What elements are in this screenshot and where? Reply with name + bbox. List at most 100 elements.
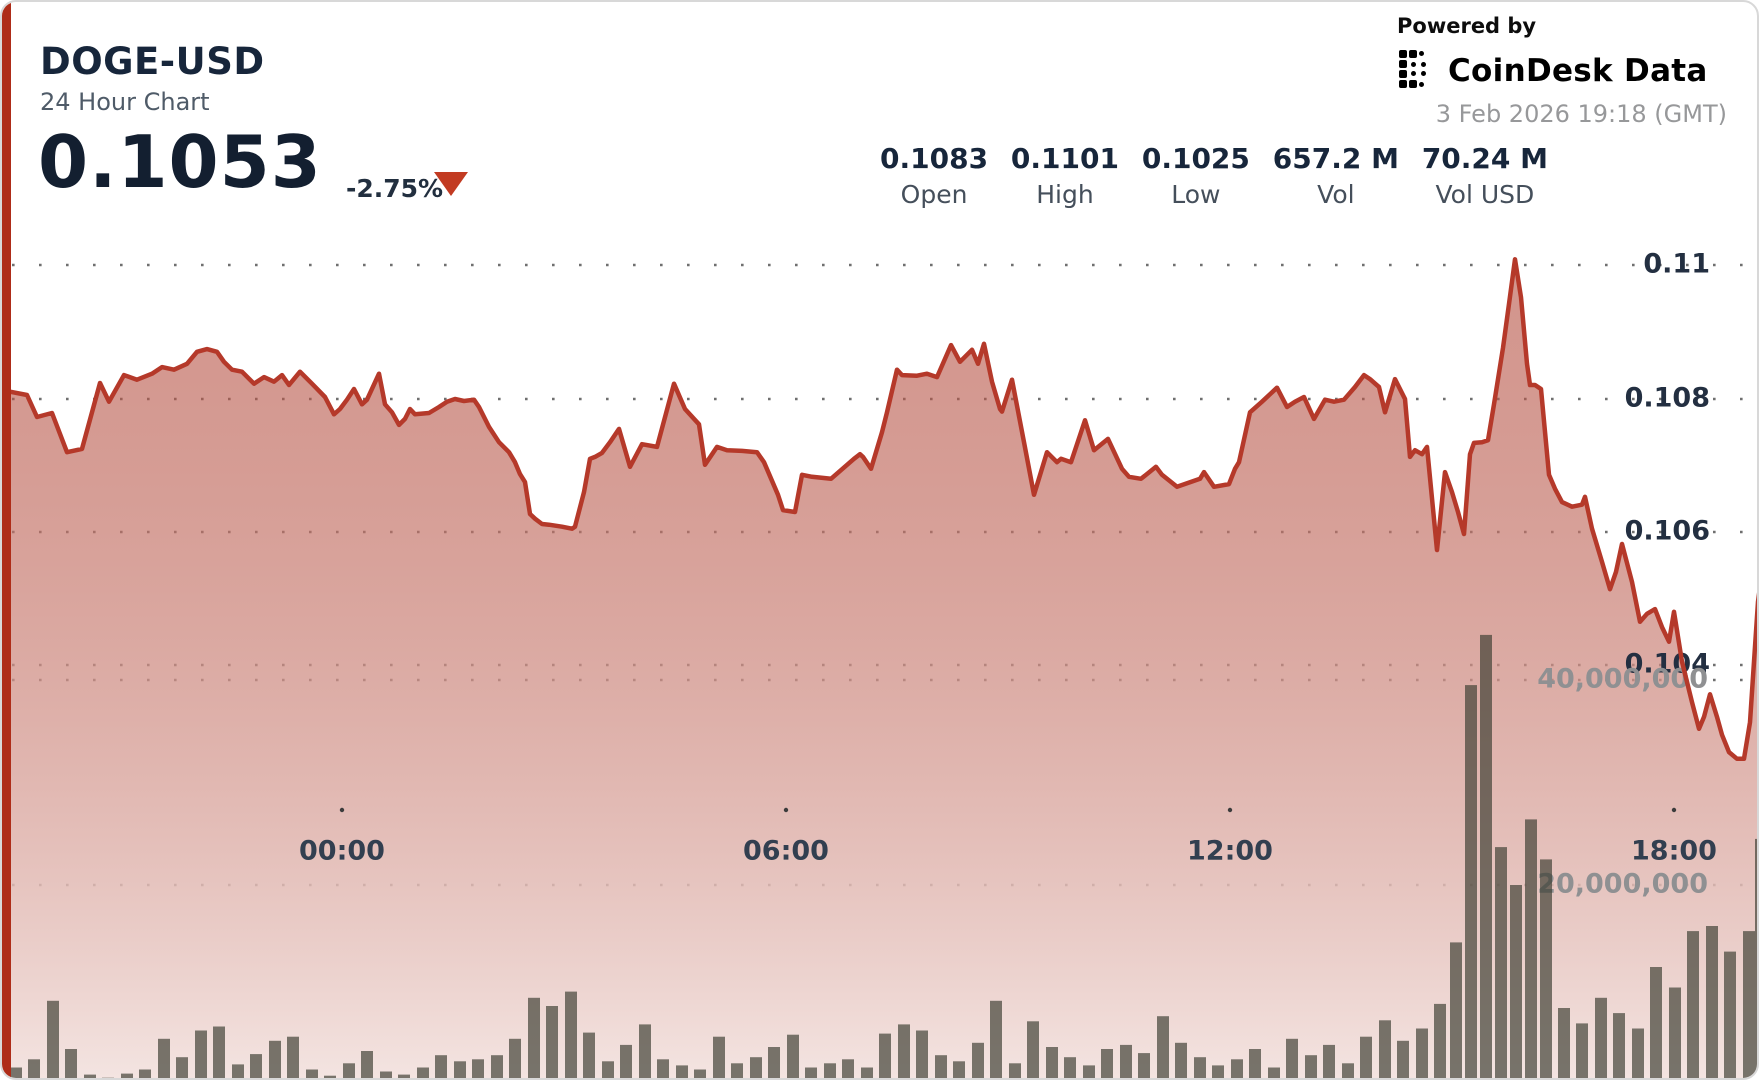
volume-bar xyxy=(435,1055,447,1078)
volume-bar xyxy=(898,1024,910,1078)
volume-bar xyxy=(1576,1023,1588,1078)
stat-low: 0.1025 Low xyxy=(1142,142,1250,209)
volume-bar xyxy=(861,1067,873,1078)
volume-bar xyxy=(1743,931,1755,1078)
volume-bar xyxy=(1480,634,1492,1078)
volume-bar xyxy=(1379,1020,1391,1078)
volume-bar xyxy=(620,1044,632,1078)
ohlc-stats-row: 0.1083 Open 0.1101 High 0.1025 Low 657.2 M Vol 7… xyxy=(880,142,1548,209)
volume-bar xyxy=(1323,1044,1335,1078)
volume-bar xyxy=(1434,1003,1446,1078)
time-axis-tick: 12:00 xyxy=(1187,836,1273,867)
volume-bar xyxy=(1120,1044,1132,1078)
volume-bar xyxy=(10,1067,22,1078)
stat-value: 657.2 M xyxy=(1272,142,1399,175)
volume-bar xyxy=(398,1074,410,1078)
volume-bar xyxy=(509,1038,521,1078)
volume-bar xyxy=(1138,1053,1150,1078)
volume-bar xyxy=(1027,1021,1039,1078)
volume-bar xyxy=(879,1033,891,1078)
volume-axis-tick: 20,000,000 xyxy=(1537,869,1708,900)
volume-bar xyxy=(84,1074,96,1078)
price-axis-tick: 0.11 xyxy=(1643,249,1710,280)
volume-bar xyxy=(750,1057,762,1078)
volume-bar xyxy=(602,1061,614,1078)
volume-bar xyxy=(250,1054,262,1078)
volume-bar xyxy=(47,1000,59,1078)
stat-value: 0.1025 xyxy=(1141,142,1250,175)
volume-bar xyxy=(1064,1057,1076,1078)
volume-axis-tick: 40,000,000 xyxy=(1537,664,1708,695)
volume-bar xyxy=(232,1064,244,1078)
volume-bar xyxy=(102,1077,114,1078)
volume-bar xyxy=(28,1059,40,1078)
chart-subtitle: 24 Hour Chart xyxy=(40,88,210,116)
stat-label: High xyxy=(1036,180,1094,209)
volume-bar xyxy=(1268,1067,1280,1078)
volume-bar xyxy=(824,1063,836,1078)
stat-vol-usd: 70.24 M Vol USD xyxy=(1422,142,1548,209)
volume-bar xyxy=(528,997,540,1078)
left-accent-bar xyxy=(2,2,11,1078)
volume-bar xyxy=(546,1006,558,1078)
volume-bar xyxy=(176,1057,188,1078)
stat-value: 0.1101 xyxy=(1010,142,1119,175)
volume-bar xyxy=(1175,1042,1187,1078)
stat-value: 0.1083 xyxy=(880,142,989,175)
volume-bar xyxy=(1101,1049,1113,1078)
volume-bar xyxy=(1194,1057,1206,1078)
powered-by-label: Powered by xyxy=(1397,14,1537,38)
volume-bar xyxy=(787,1034,799,1078)
coindesk-brand-link[interactable]: CoinDesk Data xyxy=(1397,48,1727,94)
volume-bar xyxy=(842,1059,854,1078)
volume-bar xyxy=(213,1026,225,1078)
volume-bar xyxy=(1465,685,1477,1078)
stat-label: Vol xyxy=(1317,180,1355,209)
down-triangle-icon xyxy=(434,172,468,196)
time-axis-tick: 18:00 xyxy=(1631,836,1717,867)
volume-bar xyxy=(1249,1049,1261,1078)
volume-bar xyxy=(713,1036,725,1078)
volume-bar xyxy=(657,1059,669,1078)
volume-bar xyxy=(343,1063,355,1078)
time-tick-dot xyxy=(783,807,789,813)
volume-bar xyxy=(953,1061,965,1078)
volume-bar xyxy=(916,1030,928,1078)
time-axis-tick: 06:00 xyxy=(743,836,829,867)
volume-bar xyxy=(1755,838,1757,1078)
volume-bar xyxy=(454,1061,466,1078)
price-axis-tick: 0.108 xyxy=(1625,383,1710,414)
volume-bar xyxy=(1558,1008,1570,1078)
stat-label: Vol USD xyxy=(1435,180,1535,209)
volume-bar xyxy=(1632,1028,1644,1078)
price-axis-tick: 0.106 xyxy=(1625,516,1710,547)
time-tick-dot xyxy=(339,807,345,813)
stat-vol: 657.2 M Vol xyxy=(1273,142,1399,209)
volume-bar xyxy=(1613,1013,1625,1078)
volume-bar xyxy=(1286,1038,1298,1078)
volume-bar xyxy=(361,1051,373,1078)
volume-bar xyxy=(768,1047,780,1078)
time-axis-tick: 00:00 xyxy=(299,836,385,867)
powered-by-block: Powered by xyxy=(1397,14,1727,128)
volume-bar xyxy=(269,1040,281,1078)
volume-bar xyxy=(1540,859,1552,1078)
volume-bar xyxy=(1212,1065,1224,1078)
price-line xyxy=(7,257,1757,762)
volume-bar xyxy=(1305,1055,1317,1078)
volume-bar xyxy=(1724,951,1736,1078)
price-axis-tick: 0.104 xyxy=(1625,649,1710,680)
volume-bar xyxy=(121,1073,133,1078)
volume-bar xyxy=(731,1063,743,1078)
volume-bar xyxy=(1231,1059,1243,1078)
coindesk-brand-text: CoinDesk Data xyxy=(1448,53,1708,89)
volume-bar xyxy=(676,1065,688,1078)
volume-bar xyxy=(1669,987,1681,1078)
volume-bar xyxy=(583,1032,595,1078)
volume-bar xyxy=(1687,931,1699,1078)
volume-bar xyxy=(1342,1063,1354,1078)
stat-value: 70.24 M xyxy=(1421,142,1548,175)
time-tick-dot xyxy=(1227,807,1233,813)
volume-bar xyxy=(195,1030,207,1078)
